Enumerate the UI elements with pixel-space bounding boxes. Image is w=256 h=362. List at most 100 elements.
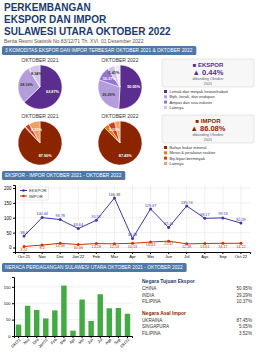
series-marker: [95, 219, 98, 222]
table-category: CHINA: [142, 286, 157, 291]
x-tick-label: Ags: [104, 337, 112, 345]
series-marker: [131, 237, 134, 240]
legend-swatch: [164, 157, 167, 160]
y-tick-mark: [12, 320, 14, 321]
pie-slice: [119, 65, 142, 109]
data-label: 62.87%: [46, 90, 60, 94]
pie-title: OKTOBER 2022: [102, 113, 139, 119]
series-marker: [185, 204, 188, 207]
data-label: 12.53: [110, 245, 120, 249]
grid-line-x: [204, 185, 205, 252]
title-line: PERKEMBANGAN: [4, 2, 91, 13]
x-tick: Oct 21: [18, 252, 31, 259]
x-tick-label: Mei: [77, 337, 85, 345]
legend-label: Mesin & peralatan reaktor: [170, 150, 216, 155]
bar: [70, 331, 75, 336]
pie-title: OKTOBER 2022: [102, 57, 139, 63]
data-label: 63.64: [74, 223, 84, 227]
data-label: 100.44: [36, 212, 48, 216]
title: PERKEMBANGANEKSPOR DAN IMPORSULAWESI UTA…: [4, 2, 171, 37]
bar: [16, 325, 21, 336]
x-axis: Okt'21NovDesJan'22FebMarAprMeiJunJulAgsS…: [10, 336, 132, 349]
bar: [61, 286, 66, 336]
annotation-line: ▲ 0.44%: [193, 68, 224, 77]
data-label: 91.52: [92, 215, 102, 219]
data-label: 14.22: [236, 245, 246, 249]
data-label: 10.37%: [103, 77, 117, 81]
bar: [98, 294, 103, 336]
y-tick-label: 200: [4, 186, 12, 191]
grid: [15, 185, 250, 252]
bar: [25, 306, 30, 336]
data-label: 14.17: [218, 245, 228, 249]
section-bar-bg: [2, 171, 125, 180]
x-tick: Ags: [201, 252, 208, 259]
table-category: INDIA: [142, 293, 155, 298]
section-title: NERACA PERDAGANGAN SULAWESI UTARA OKTOBE…: [5, 265, 183, 270]
stats: ■ EKSPOR▲ 0.44%dibanding Oktober2021Lema…: [162, 59, 254, 110]
series-marker: [239, 222, 242, 225]
series-marker: [41, 216, 44, 219]
annotation-line: ■ EKSPOR: [193, 62, 224, 68]
section-bar-bg: [2, 46, 196, 55]
x-tick-label: Mei: [147, 254, 154, 259]
data-label: 38.4: [20, 231, 27, 235]
bar: [34, 310, 39, 336]
data-label: 30.44: [128, 233, 138, 237]
y-tick-label: 150: [4, 285, 11, 290]
data-labels: 38.4100.4493.7863.6491.52166.3830.44129.…: [20, 193, 245, 252]
bar: [107, 308, 112, 336]
data-label: 3.52: [20, 248, 27, 252]
annotation: ▲ 86.08%: [191, 124, 226, 133]
legend-swatch: [164, 146, 167, 149]
series-marker: [149, 207, 152, 210]
bar: [79, 300, 84, 336]
data-label: 8.2: [39, 246, 44, 250]
table-value: 29.29%: [236, 293, 252, 298]
data-label: 8.26%: [31, 128, 42, 132]
legend-label: EKSPOR: [29, 188, 46, 193]
y-tick-mark: [12, 336, 14, 337]
table-value: 10.37%: [236, 299, 252, 304]
pie-slice: [108, 122, 120, 143]
data-label: 14.38: [55, 244, 65, 248]
table-title: Negara Asal Impor: [142, 310, 186, 316]
x-tick-label: Feb: [50, 336, 59, 345]
legend-swatch: [164, 95, 167, 98]
pie: OKTOBER 202287.45%5.05%: [98, 113, 142, 165]
pie-slice: [18, 121, 62, 165]
series-line: [24, 198, 241, 238]
y-axis: 050100150200: [4, 186, 16, 253]
x-tick-label: Ags: [201, 254, 208, 259]
x-tick: Jun: [86, 336, 94, 345]
table-value: 5.05%: [239, 324, 252, 329]
bar: [116, 308, 121, 336]
legend-swatch: [164, 106, 167, 109]
x-tick: Mar: [59, 336, 68, 345]
grid-line-y: [14, 286, 132, 287]
bar: [52, 310, 57, 336]
y-tick-label: 0: [8, 334, 11, 339]
x-tick: Mei: [77, 336, 85, 345]
data-label: 14.13: [128, 245, 138, 249]
section-bar: 3 KOMODITAS EKSPOR DAN IMPOR TERBESAR OK…: [2, 46, 196, 55]
y-tick-label: 0: [9, 245, 12, 250]
grid-line-x: [132, 185, 133, 252]
table-value: 3.52%: [239, 331, 252, 336]
section-title: 3 KOMODITAS EKSPOR DAN IMPOR TERBESAR OK…: [5, 48, 193, 53]
grid-line-x: [222, 185, 223, 252]
y-tick-mark: [13, 218, 15, 219]
data-label: 67.41: [164, 222, 174, 226]
y-axis-line: [12, 278, 15, 337]
x-tick: Mei: [147, 252, 154, 259]
data-label: 98.17: [200, 213, 210, 217]
y-tick-mark: [13, 203, 15, 204]
x-tick: Jun: [165, 252, 172, 259]
annotation-line: ▲ 86.08%: [191, 124, 226, 133]
x-tick-label: Okt'22: [119, 336, 131, 348]
data-label: 13.61: [200, 245, 210, 249]
data-label: 87.45%: [119, 154, 133, 158]
x-axis: Oct 21NovDecJan'22FebMarAprMeiJunJulAgsS…: [16, 252, 251, 259]
x-tick-label: Jan'22: [37, 336, 49, 348]
x-tick: Okt'22: [119, 336, 131, 349]
